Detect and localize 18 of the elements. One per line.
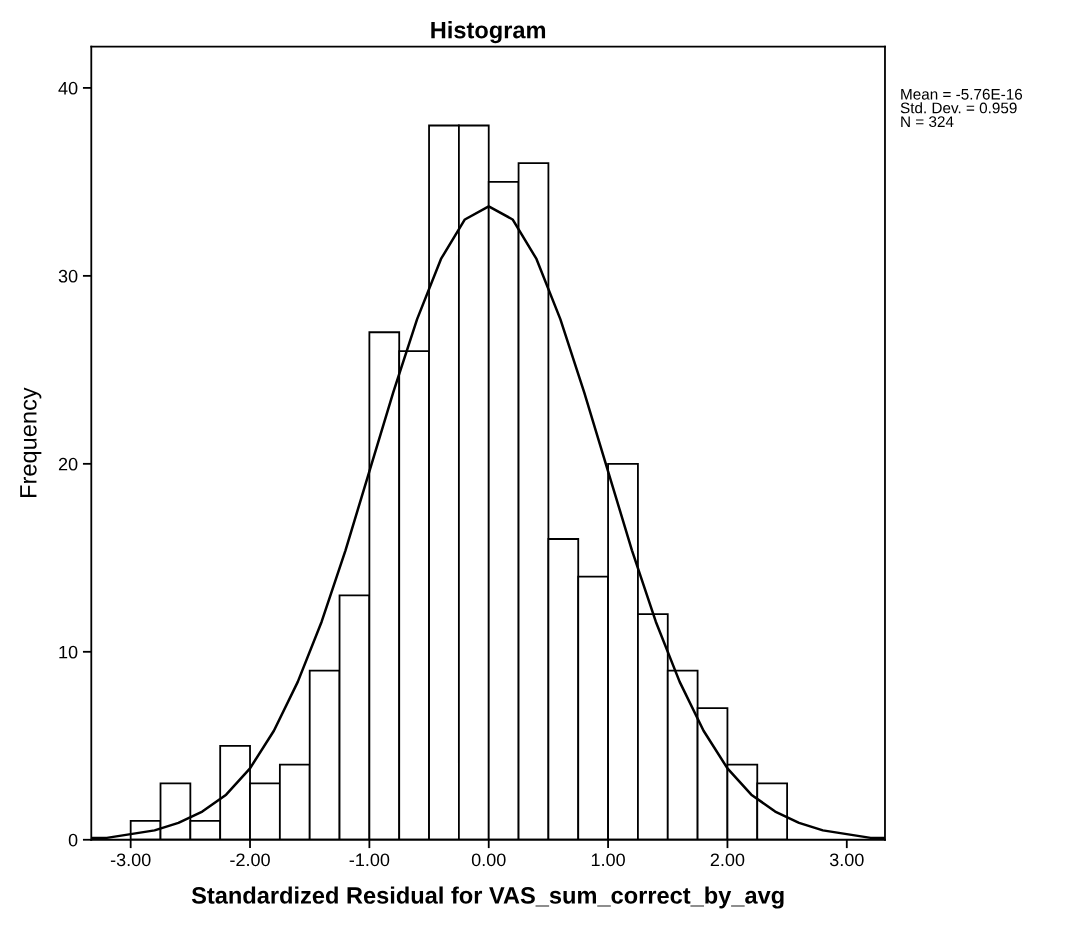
x-tick-label: 3.00: [829, 853, 864, 867]
y-axis-title: Frequency: [20, 387, 42, 497]
x-tick-label: -2.00: [230, 853, 270, 867]
x-tick-label: -3.00: [110, 853, 151, 867]
text: Std. Dev. = 0.959: [900, 102, 1017, 114]
x-tick-label: 2.00: [710, 853, 745, 867]
y-tick-label: 30: [58, 269, 78, 283]
chart-title: Histogram: [431, 21, 546, 44]
y-tick-label: 40: [58, 81, 78, 95]
x-tick-label: 1.00: [591, 853, 625, 867]
x-axis-title: Standardized Residual for VAS_sum_correct_by_avg: [191, 886, 784, 909]
y-tick-label: 10: [59, 645, 78, 659]
text: N = 324: [901, 116, 954, 128]
x-tick-label: 0.00: [471, 853, 506, 867]
y-tick-label: 20: [58, 457, 78, 471]
y-tick-label: 0: [68, 833, 78, 847]
x-tick-label: -1.00: [349, 853, 390, 867]
text: Mean = -5.76E-16: [901, 88, 1023, 100]
